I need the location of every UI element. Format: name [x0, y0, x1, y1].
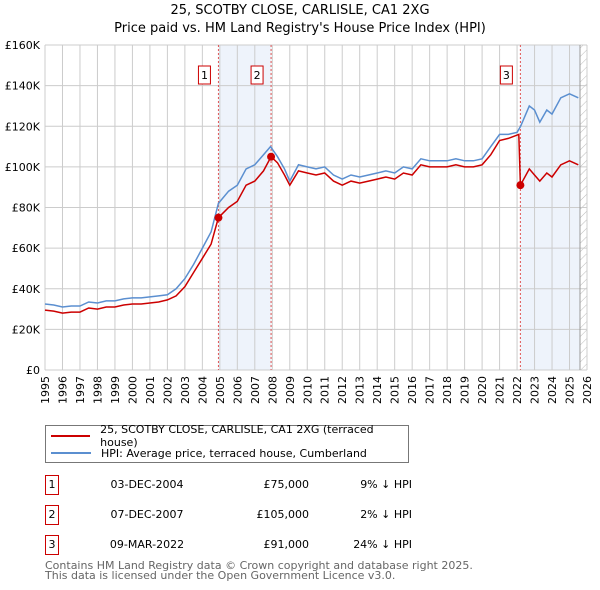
sale-point [516, 181, 525, 190]
transaction-hpi-diff: 9% ↓ HPI [360, 478, 412, 491]
transaction-price: £91,000 [263, 538, 310, 551]
chart-subtitle: Price paid vs. HM Land Registry's House … [114, 21, 486, 36]
x-tick-label: 2017 [424, 376, 437, 404]
transaction-date: 03-DEC-2004 [110, 478, 184, 491]
x-tick-label: 2020 [476, 376, 489, 404]
x-tick-label: 2021 [494, 376, 507, 404]
x-tick-label: 2004 [196, 376, 209, 404]
x-tick-label: 2019 [459, 376, 472, 404]
transaction-date: 09-MAR-2022 [109, 538, 185, 551]
sale-marker-box [250, 65, 264, 85]
hpi-line [44, 92, 579, 308]
sale-point [214, 213, 223, 222]
y-tick-label: £120K [5, 120, 41, 133]
transaction-marker: 3 [45, 535, 59, 555]
sale-marker-label: 3 [503, 69, 510, 82]
price-chart: £0 £20K £40K £60K £80K £100K £120K £140K £160K 19… [5, 39, 594, 404]
y-tick-label: £80K [12, 202, 41, 215]
x-tick-label: 2025 [564, 376, 577, 404]
x-tick-label: 2011 [319, 376, 332, 404]
x-tick-label: 1997 [74, 376, 87, 404]
x-tick-label: 2001 [144, 376, 157, 404]
transaction-hpi-diff: 24% ↓ HPI [353, 538, 412, 551]
x-tick-label: 2006 [231, 376, 244, 404]
x-tick-label: 2018 [441, 376, 454, 404]
transaction-price: £75,000 [263, 478, 310, 491]
x-tick-label: 2022 [511, 376, 524, 404]
x-tick-label: 2007 [249, 376, 262, 404]
x-tick-label: 2012 [336, 376, 349, 404]
sale-marker-label: 2 [254, 69, 261, 82]
x-tick-label: 1998 [91, 376, 104, 404]
y-tick-label: £20K [12, 323, 41, 336]
x-tick-label: 2016 [406, 376, 419, 404]
y-tick-label: £60K [12, 242, 41, 255]
sale-marker-box [197, 65, 211, 85]
transaction-row: 2 07-DEC-2007 £105,000 2% ↓ HPI [45, 505, 412, 527]
x-tick-label: 2002 [161, 376, 174, 404]
transaction-hpi-diff: 2% ↓ HPI [360, 508, 412, 521]
sale-marker-box [499, 65, 513, 85]
transaction-marker: 1 [45, 475, 59, 495]
y-tick-label: £100K [5, 161, 41, 174]
x-tick-label: 2010 [301, 376, 314, 404]
x-tick-label: 1999 [109, 376, 122, 404]
footer-licence: This data is licensed under the Open Gov… [45, 569, 396, 582]
x-tick-label: 2023 [529, 376, 542, 404]
transaction-row: 1 03-DEC-2004 £75,000 9% ↓ HPI [45, 475, 412, 497]
x-tick-label: 2015 [389, 376, 402, 404]
sale-point [267, 152, 276, 161]
transaction-row: 3 09-MAR-2022 £91,000 24% ↓ HPI [45, 535, 412, 557]
x-tick-label: 2026 [581, 376, 594, 404]
x-tick-label: 2009 [284, 376, 297, 404]
x-tick-label: 2003 [179, 376, 192, 404]
x-tick-label: 1996 [56, 376, 69, 404]
chart-legend: 25, SCOTBY CLOSE, CARLISLE, CA1 2XG (ter… [45, 423, 409, 463]
property-line-swatch [51, 435, 91, 437]
sale-marker-label: 1 [201, 69, 208, 82]
legend-hpi-label: HPI: Average price, terraced house, Cumb… [101, 446, 367, 460]
x-tick-label: 1995 [39, 376, 52, 404]
y-tick-label: £40K [12, 283, 41, 296]
x-tick-label: 2008 [266, 376, 279, 404]
property-price-line [44, 133, 579, 314]
legend-property-label: 25, SCOTBY CLOSE, CARLISLE, CA1 2XG (ter… [100, 423, 374, 449]
hpi-line-swatch [51, 452, 91, 454]
x-tick-label: 2013 [354, 376, 367, 404]
x-tick-label: 2024 [546, 376, 559, 404]
transaction-date: 07-DEC-2007 [110, 508, 184, 521]
transaction-price: £105,000 [256, 508, 310, 521]
x-tick-label: 2005 [214, 376, 227, 404]
y-tick-label: £140K [5, 80, 41, 93]
x-tick-label: 2014 [371, 376, 384, 404]
y-tick-label: £160K [5, 39, 41, 52]
y-tick-label: £0 [26, 364, 40, 377]
footer-copyright: Contains HM Land Registry data © Crown c… [45, 559, 473, 572]
transaction-marker: 2 [45, 505, 59, 525]
chart-title: 25, SCOTBY CLOSE, CARLISLE, CA1 2XG [170, 3, 430, 18]
x-tick-label: 2000 [126, 376, 139, 404]
